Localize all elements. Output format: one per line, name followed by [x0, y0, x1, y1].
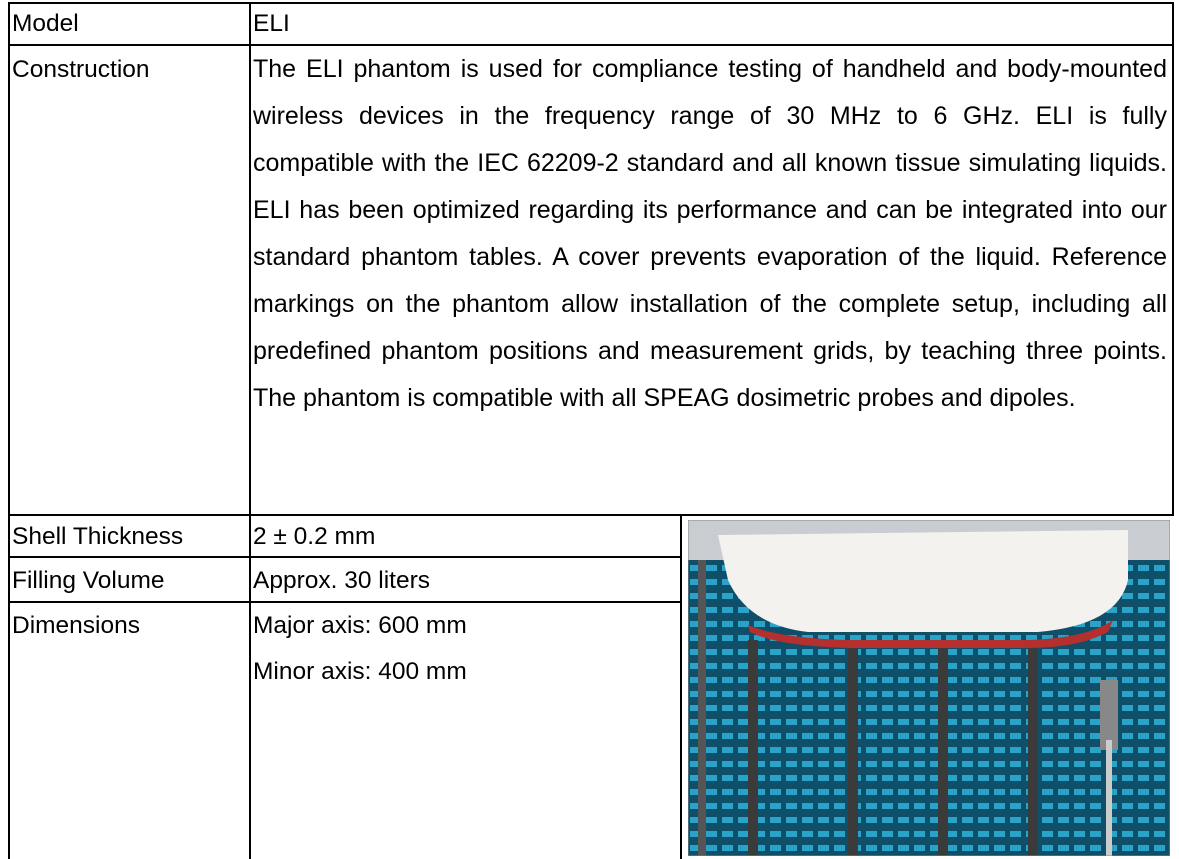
- border: [8, 556, 681, 558]
- border: [8, 44, 1174, 46]
- value: ELI: [253, 10, 290, 37]
- value: Approx. 30 liters: [253, 567, 431, 594]
- label: Construction: [12, 56, 150, 83]
- description: The ELI phantom is used for compliance t…: [253, 55, 1167, 412]
- border: [8, 2, 1174, 4]
- border: [8, 601, 681, 603]
- value: 2 ± 0.2 mm: [253, 523, 376, 550]
- border: [1172, 2, 1174, 516]
- value: Minor axis: 400 mm: [253, 658, 467, 685]
- border: [8, 2, 10, 859]
- label: Dimensions: [12, 612, 140, 639]
- value: Major axis: 600 mm: [253, 612, 467, 639]
- label: Filling Volume: [12, 567, 165, 594]
- phantom-photo: [688, 520, 1170, 856]
- border: [249, 2, 251, 859]
- border: [680, 514, 682, 859]
- label: Shell Thickness: [12, 523, 184, 550]
- label: Model: [12, 10, 79, 37]
- border: [8, 514, 1174, 516]
